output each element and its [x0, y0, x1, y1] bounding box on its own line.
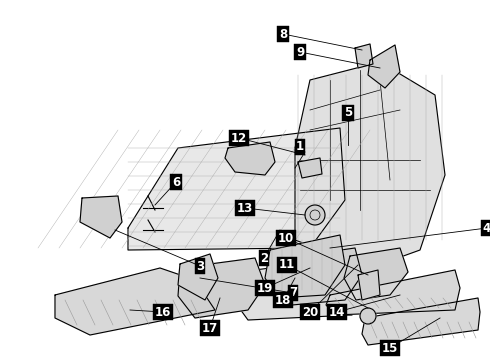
- Polygon shape: [326, 270, 460, 315]
- Text: 10: 10: [278, 231, 294, 244]
- Polygon shape: [298, 158, 322, 178]
- Polygon shape: [225, 142, 275, 175]
- Text: 1: 1: [296, 140, 304, 153]
- Text: 20: 20: [302, 306, 318, 319]
- Polygon shape: [368, 45, 400, 88]
- Text: 18: 18: [275, 293, 291, 306]
- Text: 14: 14: [329, 306, 345, 319]
- Text: 17: 17: [202, 321, 218, 334]
- Polygon shape: [128, 128, 345, 250]
- Text: 12: 12: [231, 131, 247, 144]
- Polygon shape: [344, 248, 408, 300]
- Polygon shape: [355, 44, 373, 68]
- Polygon shape: [295, 62, 445, 268]
- Circle shape: [360, 308, 376, 324]
- Polygon shape: [358, 270, 380, 300]
- Polygon shape: [280, 248, 362, 305]
- Text: 6: 6: [172, 175, 180, 189]
- Text: 8: 8: [279, 27, 287, 40]
- Text: 2: 2: [260, 252, 268, 265]
- Polygon shape: [362, 298, 480, 345]
- Text: 19: 19: [257, 282, 273, 294]
- Polygon shape: [178, 258, 265, 318]
- Text: 15: 15: [382, 342, 398, 355]
- Text: 11: 11: [279, 258, 295, 271]
- Polygon shape: [178, 254, 218, 300]
- Polygon shape: [265, 235, 345, 298]
- Circle shape: [305, 205, 325, 225]
- Text: 3: 3: [196, 260, 204, 273]
- Polygon shape: [232, 256, 370, 320]
- Text: 13: 13: [237, 202, 253, 215]
- Polygon shape: [80, 196, 122, 238]
- Text: 9: 9: [296, 45, 304, 58]
- Text: 4: 4: [483, 221, 490, 234]
- Text: 7: 7: [289, 287, 297, 300]
- Text: 16: 16: [155, 306, 171, 319]
- Polygon shape: [55, 268, 215, 335]
- Text: 5: 5: [344, 107, 352, 120]
